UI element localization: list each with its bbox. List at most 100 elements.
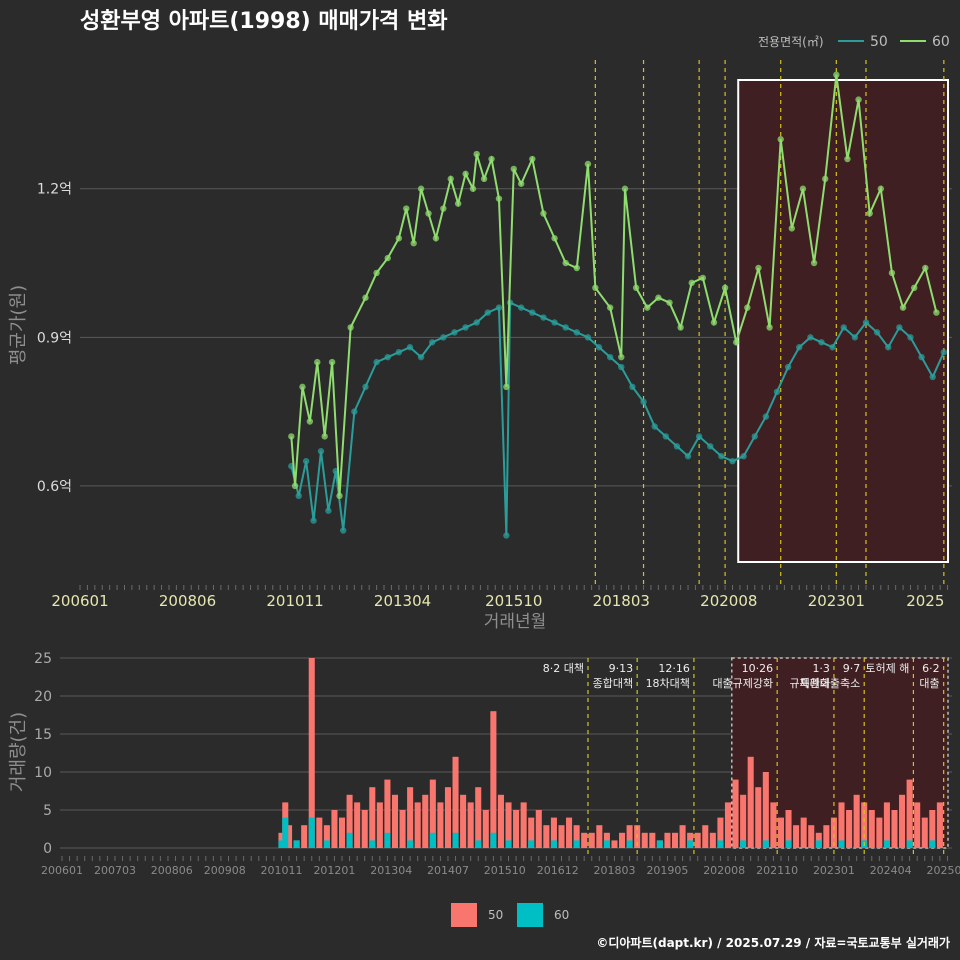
policy-label-7-1: 대출 xyxy=(919,677,939,690)
bar-60-18 xyxy=(626,840,633,848)
bar-50-34 xyxy=(528,817,535,848)
top-x-tick-2: 201011 xyxy=(266,592,323,610)
bar-60-29 xyxy=(906,840,913,848)
bar-50-71 xyxy=(808,825,815,848)
bar-50-88 xyxy=(936,802,943,848)
bar-50-12 xyxy=(361,810,368,848)
bar-50-86 xyxy=(921,817,928,848)
bar-50-70 xyxy=(800,817,807,848)
bottom-x-tick-10: 201803 xyxy=(593,864,635,877)
bar-60-20 xyxy=(687,840,694,848)
bar-50-78 xyxy=(861,802,868,848)
bar-50-68 xyxy=(785,810,792,848)
bottom-x-tick-16: 202507 xyxy=(926,864,960,877)
bar-60-11 xyxy=(475,840,482,848)
top-legend-50-label: 50 xyxy=(870,34,888,50)
bar-50-46 xyxy=(619,832,626,848)
bar-50-38 xyxy=(558,825,565,848)
bar-50-26 xyxy=(467,802,474,848)
bar-50-18 xyxy=(407,787,414,848)
bar-60-15 xyxy=(550,840,557,848)
bar-50-20 xyxy=(422,794,429,848)
bar-60-6 xyxy=(369,840,376,848)
bar-60-25 xyxy=(815,840,822,848)
bar-50-6 xyxy=(316,817,323,848)
bottom-y-tick-5: 25 xyxy=(34,651,52,667)
bar-50-10 xyxy=(346,794,353,848)
bar-50-76 xyxy=(846,810,853,848)
bar-50-58 xyxy=(709,832,716,848)
bar-50-40 xyxy=(573,825,580,848)
bottom-x-tick-14: 202301 xyxy=(813,864,855,877)
policy-label-3-0: 10·26 xyxy=(742,662,774,675)
bar-50-85 xyxy=(914,802,921,848)
bottom-legend: 50 60 xyxy=(451,903,569,927)
bar-50-82 xyxy=(891,810,898,848)
policy-label-1-0: 9·13 xyxy=(609,662,634,675)
bar-60-28 xyxy=(883,840,890,848)
bar-50-15 xyxy=(384,779,391,848)
bar-50-33 xyxy=(520,802,527,848)
bottom-y-tick-1: 5 xyxy=(43,803,52,819)
top-y-tick-1: 0.9억 xyxy=(37,330,72,346)
policy-label-2-0: 12·16 xyxy=(658,662,690,675)
bar-50-23 xyxy=(444,787,451,848)
bar-50-74 xyxy=(830,817,837,848)
bar-60-30 xyxy=(929,840,936,848)
policy-label-4-0: 1·3 xyxy=(812,662,830,675)
bar-60-26 xyxy=(838,840,845,848)
bar-50-47 xyxy=(626,825,633,848)
bar-60-5 xyxy=(346,832,353,848)
bar-60-3 xyxy=(308,817,315,848)
bar-60-24 xyxy=(785,840,792,848)
top-x-tick-6: 202008 xyxy=(700,592,757,610)
bar-50-64 xyxy=(755,787,762,848)
bar-50-39 xyxy=(566,817,573,848)
bottom-x-tick-4: 201011 xyxy=(260,864,302,877)
bottom-y-axis-label: 거래량(건) xyxy=(8,712,29,792)
bar-50-59 xyxy=(717,817,724,848)
volume-panel: 0 5 10 15 20 25 8·2 대책 9·13 종합대책 12·16 18차대책 10·26 대… xyxy=(34,651,960,877)
top-x-tick-4: 201510 xyxy=(485,592,542,610)
top-x-tick-5: 201803 xyxy=(593,592,650,610)
series-line-50 xyxy=(290,301,945,536)
bar-50-42 xyxy=(588,832,595,848)
bar-50-81 xyxy=(883,802,890,848)
bottom-y-tick-0: 0 xyxy=(43,841,52,857)
bar-50-83 xyxy=(899,794,906,848)
bottom-y-tick-2: 10 xyxy=(34,765,52,781)
bottom-x-tick-9: 201612 xyxy=(537,864,579,877)
bottom-legend-60-swatch xyxy=(517,903,543,927)
bar-50-66 xyxy=(770,802,777,848)
bar-50-4 xyxy=(301,825,308,848)
bottom-x-tick-12: 202008 xyxy=(703,864,745,877)
bar-50-67 xyxy=(777,817,784,848)
top-highlight-box xyxy=(737,79,949,563)
bar-50-11 xyxy=(354,802,361,848)
bar-50-5 xyxy=(308,658,315,848)
bar-60-7 xyxy=(384,832,391,848)
policy-label-1-1: 종합대책 xyxy=(593,677,633,690)
bar-50-16 xyxy=(391,794,399,848)
bar-50-50 xyxy=(649,832,656,848)
bottom-x-tick-2: 200806 xyxy=(151,864,193,877)
bottom-y-tick-4: 20 xyxy=(34,689,52,705)
bar-50-21 xyxy=(429,779,436,848)
policy-label-4-1: 규제완화 xyxy=(789,677,829,690)
source-caption: ©디아파트(dapt.kr) / 2025.07.29 / 자료=국토교통부 실… xyxy=(596,935,950,950)
bar-50-19 xyxy=(414,802,421,848)
top-y-tick-0: 0.6억 xyxy=(37,479,72,495)
bar-50-17 xyxy=(399,810,406,848)
policy-label-5-1: 특례대출축소 xyxy=(799,677,860,690)
bar-50-60 xyxy=(724,802,732,848)
bar-60-13 xyxy=(505,840,512,848)
top-x-tick-8: 2025 xyxy=(906,592,944,610)
price-panel: 0.6억 0.9억 1.2억 200601 200806 201011 201304 2015… xyxy=(37,60,952,610)
bar-50-65 xyxy=(762,772,769,848)
bar-50-28 xyxy=(482,810,489,848)
bar-50-9 xyxy=(338,817,346,848)
top-x-tick-0: 200601 xyxy=(51,592,108,610)
bottom-legend-50-swatch xyxy=(451,903,477,927)
bar-60-21 xyxy=(717,840,724,848)
